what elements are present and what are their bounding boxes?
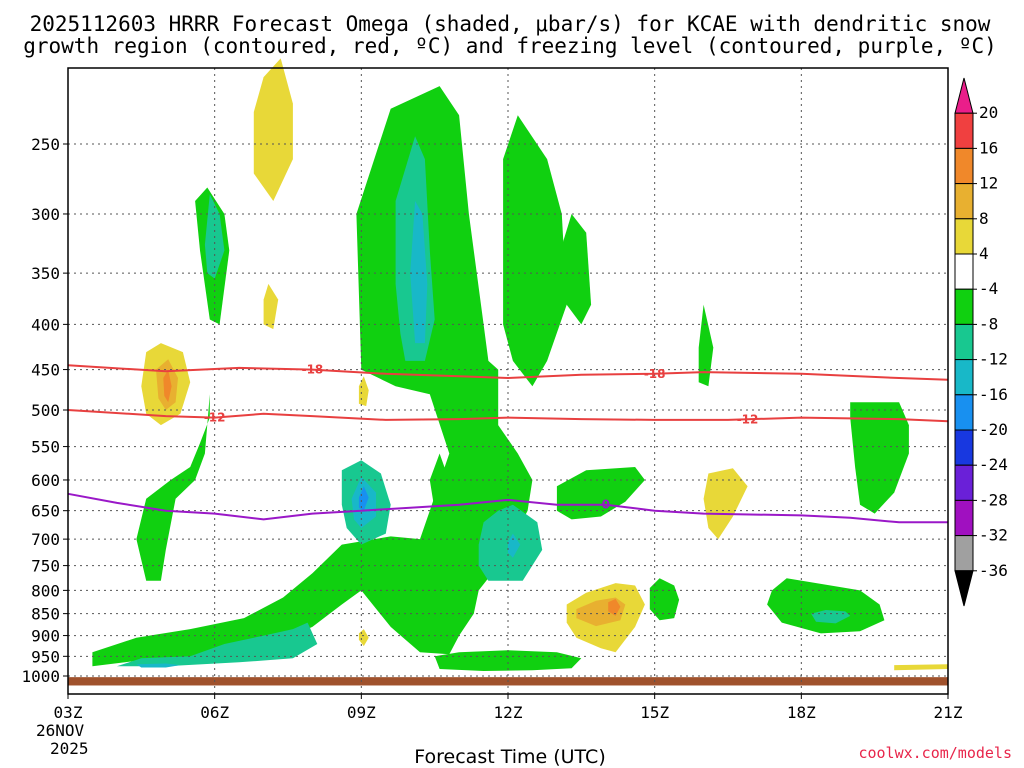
omega-region-pos4-28 bbox=[703, 468, 748, 540]
contour-label-dgz-minus18-0: -18 bbox=[302, 363, 324, 377]
omega-region-neg4-10 bbox=[649, 578, 680, 621]
omega-region-neg4-7 bbox=[850, 402, 909, 514]
colorbar-label--16: -16 bbox=[979, 385, 1008, 404]
y-tick-label-1000: 1000 bbox=[21, 667, 60, 686]
colorbar-swatch-1 bbox=[954, 112, 974, 149]
colorbar-swatch-9 bbox=[954, 394, 974, 431]
colorbar-label--20: -20 bbox=[979, 420, 1008, 439]
colorbar-swatch-11 bbox=[954, 464, 974, 501]
omega-region-neg4-5 bbox=[556, 214, 592, 325]
omega-region-pos4-27 bbox=[358, 629, 369, 647]
colorbar-label--12: -12 bbox=[979, 350, 1008, 369]
colorbar-arrow-top bbox=[954, 77, 974, 114]
chart-title-line1: 2025112603 HRRR Forecast Omega (shaded, … bbox=[30, 12, 991, 36]
colorbar-label--32: -32 bbox=[979, 526, 1008, 545]
y-tick-label-400: 400 bbox=[31, 315, 60, 334]
colorbar-label-20: 20 bbox=[979, 103, 998, 122]
colorbar-swatch-8 bbox=[954, 359, 974, 396]
omega-region-neg8-16 bbox=[116, 622, 318, 667]
colorbar-swatch-12 bbox=[954, 499, 974, 537]
x-tick-label-15Z: 15Z bbox=[640, 703, 669, 722]
omega-region-pos4-26 bbox=[358, 376, 369, 407]
x-tick-label-09Z: 09Z bbox=[347, 703, 376, 722]
omega-region-neg4-6 bbox=[698, 304, 714, 387]
omega-region-neg12-20 bbox=[508, 533, 521, 558]
y-tick-label-750: 750 bbox=[31, 557, 60, 576]
y-tick-label-550: 550 bbox=[31, 438, 60, 457]
y-tick-label-850: 850 bbox=[31, 605, 60, 624]
colorbar-label-16: 16 bbox=[979, 138, 998, 157]
colorbar-swatch-3 bbox=[954, 183, 974, 220]
y-tick-label-250: 250 bbox=[31, 135, 60, 154]
credit-text: coolwx.com/models bbox=[858, 744, 1012, 762]
contour-label-dgz-minus18-1: -18 bbox=[644, 367, 666, 381]
colorbar-label-8: 8 bbox=[979, 209, 989, 228]
colorbar-swatch-5 bbox=[954, 253, 974, 290]
omega-region-pos4-23 bbox=[253, 58, 293, 202]
contour-label-dgz-minus12-1: -12 bbox=[737, 412, 759, 426]
colorbar-arrow-bottom bbox=[954, 570, 974, 607]
colorbar-swatch-10 bbox=[954, 429, 974, 466]
contour-freezing-level bbox=[67, 492, 948, 524]
colorbar-swatch-2 bbox=[954, 147, 974, 185]
y-tick-label-900: 900 bbox=[31, 627, 60, 646]
omega-region-neg12-18 bbox=[410, 201, 428, 344]
y-tick-label-800: 800 bbox=[31, 581, 60, 600]
x-tick-label-21Z: 21Z bbox=[934, 703, 963, 722]
omega-region-pos12-34 bbox=[608, 598, 621, 616]
y-tick-label-950: 950 bbox=[31, 647, 60, 666]
x-tick-label-03Z: 03Z bbox=[54, 703, 83, 722]
omega-region-neg4-1 bbox=[503, 115, 567, 387]
colorbar-swatch-6 bbox=[954, 288, 974, 325]
x-start-date-year: 2025 bbox=[50, 739, 89, 758]
chart-title-line2: growth region (contoured, red, ºC) and f… bbox=[23, 34, 997, 58]
y-tick-label-300: 300 bbox=[31, 205, 60, 224]
x-tick-label-12Z: 12Z bbox=[494, 703, 523, 722]
contour-dgz-minus18 bbox=[67, 364, 949, 381]
colorbar-label-4: 4 bbox=[979, 244, 989, 263]
colorbar-swatch-7 bbox=[954, 323, 974, 361]
colorbar-label--4: -4 bbox=[979, 279, 998, 298]
omega-region-pos4-24 bbox=[263, 283, 279, 330]
colorbar-swatch-4 bbox=[954, 218, 974, 255]
omega-region-neg4-3 bbox=[136, 352, 210, 581]
y-tick-label-600: 600 bbox=[31, 471, 60, 490]
colorbar-label--8: -8 bbox=[979, 314, 998, 333]
x-tick-label-06Z: 06Z bbox=[200, 703, 229, 722]
colorbar-label--24: -24 bbox=[979, 455, 1008, 474]
colorbar: 20 16 12 8 4 -4 -8 -12 -16 -20 -24 -28 -32 -36 bbox=[954, 77, 1008, 607]
y-tick-label-500: 500 bbox=[31, 401, 60, 420]
x-axis-label: Forecast Time (UTC) bbox=[414, 746, 605, 768]
y-tick-label-450: 450 bbox=[31, 361, 60, 380]
omega-region-neg12-21 bbox=[136, 663, 181, 668]
contour-label-dgz-minus12-0: -12 bbox=[204, 411, 226, 425]
colorbar-label--28: -28 bbox=[979, 490, 1008, 509]
y-tick-label-350: 350 bbox=[31, 264, 60, 283]
x-axis: 03Z 06Z 09Z 12Z 15Z 18Z 21Z bbox=[54, 694, 963, 722]
omega-region-neg4-4 bbox=[429, 453, 455, 528]
omega-region-pos4-30 bbox=[894, 664, 948, 671]
omega-region-neg8-17 bbox=[811, 610, 851, 624]
colorbar-label--36: -36 bbox=[979, 561, 1008, 580]
colorbar-label-12: 12 bbox=[979, 174, 998, 193]
omega-region-neg4-9 bbox=[767, 578, 885, 634]
y-tick-label-650: 650 bbox=[31, 502, 60, 521]
omega-region-neg16-22 bbox=[358, 486, 369, 511]
x-tick-label-18Z: 18Z bbox=[787, 703, 816, 722]
omega-region-neg4-11 bbox=[434, 650, 582, 671]
y-tick-label-700: 700 bbox=[31, 530, 60, 549]
gridlines bbox=[68, 68, 948, 694]
omega-region-pos12-33 bbox=[163, 369, 172, 403]
colorbar-swatch-13 bbox=[954, 535, 974, 572]
contour-dgz-minus12 bbox=[67, 409, 949, 423]
temperature-contours: -18 -18 -12 -12 0 bbox=[67, 363, 949, 524]
x-start-date-day: 26NOV bbox=[36, 721, 85, 740]
contour-label-freezing-level-0: 0 bbox=[602, 498, 610, 512]
